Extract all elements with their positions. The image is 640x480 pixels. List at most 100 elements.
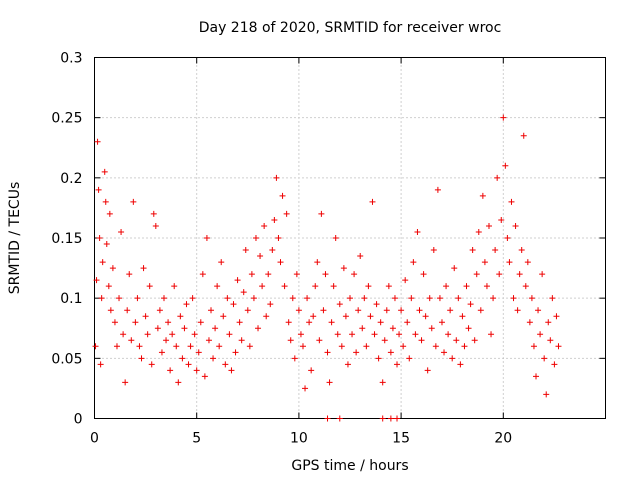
data-point — [324, 415, 331, 422]
axis-ticks: 0 0.05 0.1 0.15 0.2 0.25 0.3 0 5 10 15 20 — [51, 51, 606, 447]
data-point — [549, 295, 556, 302]
data-point — [156, 307, 163, 314]
data-point — [101, 168, 108, 175]
data-point — [92, 343, 99, 350]
data-point — [459, 313, 466, 320]
data-point — [461, 343, 468, 350]
data-point — [398, 307, 405, 314]
data-point — [177, 313, 184, 320]
data-point — [181, 325, 188, 332]
data-point — [530, 343, 537, 350]
data-point — [379, 379, 386, 386]
data-point — [428, 325, 435, 332]
data-point — [193, 367, 200, 374]
data-point — [308, 367, 315, 374]
y-tick-label: 0.2 — [60, 171, 82, 187]
data-point — [160, 295, 167, 302]
data-point — [302, 385, 309, 392]
data-point — [394, 361, 401, 368]
data-point — [363, 343, 370, 350]
data-point — [234, 277, 241, 284]
data-point — [93, 277, 100, 284]
data-point — [522, 283, 529, 290]
data-point — [216, 343, 223, 350]
data-point — [434, 186, 441, 193]
data-point — [430, 247, 437, 254]
data-point — [236, 319, 243, 326]
data-point — [96, 235, 103, 241]
data-point — [445, 331, 452, 338]
data-point — [173, 343, 180, 350]
data-point — [400, 343, 407, 350]
data-point — [553, 313, 560, 320]
data-point — [479, 192, 486, 199]
data-point — [528, 295, 535, 302]
data-point — [185, 361, 192, 368]
data-point — [187, 343, 194, 350]
data-point — [490, 295, 497, 302]
data-point — [506, 259, 513, 266]
data-point — [283, 210, 290, 217]
data-point — [277, 259, 284, 266]
data-point — [320, 307, 327, 314]
data-point — [232, 349, 239, 356]
data-point — [212, 325, 219, 332]
data-point — [289, 295, 296, 302]
y-tick-label: 0 — [74, 412, 83, 428]
data-point — [279, 192, 286, 199]
data-point — [475, 228, 482, 235]
x-axis-label: GPS time / hours — [291, 458, 408, 474]
data-point — [128, 337, 135, 344]
chart-title: Day 218 of 2020, SRMTID for receiver wro… — [199, 20, 502, 36]
data-point — [142, 313, 149, 320]
data-point — [385, 283, 392, 290]
data-point — [306, 319, 313, 326]
data-point — [408, 295, 415, 302]
data-point — [455, 295, 462, 302]
data-point — [183, 301, 190, 308]
data-point — [457, 361, 464, 368]
data-point — [336, 415, 343, 422]
data-point — [171, 283, 178, 290]
data-point — [396, 331, 403, 338]
data-point — [267, 301, 274, 308]
data-point — [244, 307, 251, 314]
data-point — [191, 331, 198, 338]
data-point — [255, 325, 262, 332]
data-point — [420, 271, 427, 278]
data-point — [179, 355, 186, 362]
data-point — [316, 337, 323, 344]
data-point — [465, 325, 472, 332]
data-point — [526, 319, 533, 326]
data-point — [98, 295, 105, 302]
data-point — [416, 307, 423, 314]
y-tick-label: 0.3 — [60, 51, 82, 67]
data-point — [257, 253, 264, 260]
data-point — [516, 271, 523, 278]
data-point — [297, 331, 304, 338]
data-point — [373, 301, 380, 308]
data-point — [520, 132, 527, 139]
data-point — [512, 222, 519, 229]
data-point — [402, 277, 409, 284]
data-point — [226, 331, 233, 338]
data-point — [379, 415, 386, 422]
data-point — [165, 319, 172, 326]
data-point — [138, 355, 145, 362]
data-point — [369, 198, 376, 205]
data-point — [383, 307, 390, 314]
data-point — [299, 343, 306, 350]
data-point — [498, 216, 505, 223]
data-points — [92, 114, 562, 422]
data-point — [224, 295, 231, 302]
data-point — [169, 331, 176, 338]
data-point — [365, 283, 372, 290]
data-point — [539, 271, 546, 278]
data-point — [436, 295, 443, 302]
data-point — [152, 222, 159, 229]
data-point — [199, 271, 206, 278]
data-point — [126, 271, 133, 278]
data-point — [438, 319, 445, 326]
data-point — [541, 355, 548, 362]
